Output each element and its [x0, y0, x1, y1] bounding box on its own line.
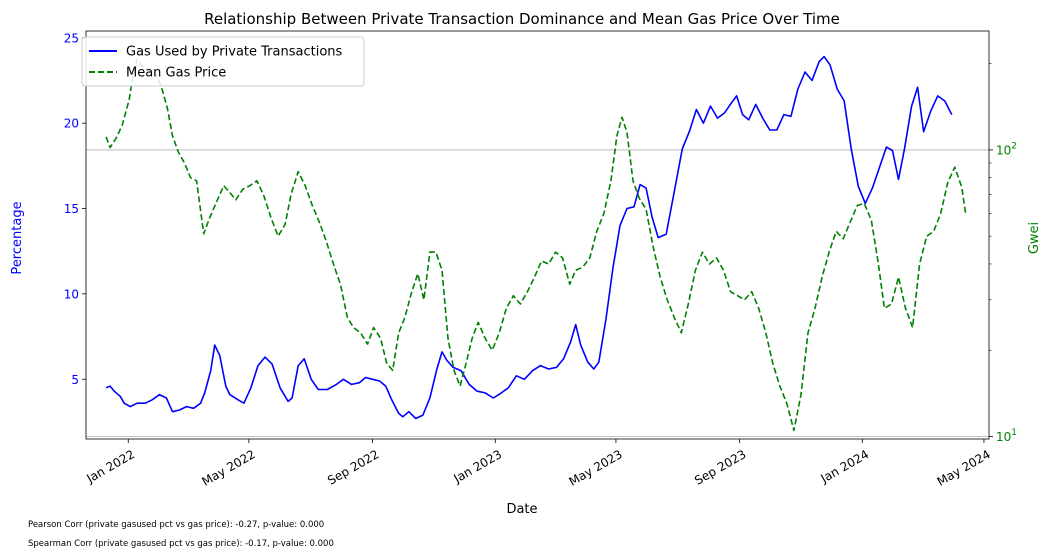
x-axis-label: Date [506, 502, 537, 517]
pearson-annotation: Pearson Corr (private gasused pct vs gas… [28, 520, 325, 530]
y-axis-right-label: Gwei [1027, 222, 1042, 254]
x-tick-label-0: Jan 2022 [83, 447, 137, 486]
y-right-tick-label-0: 101 [996, 428, 1017, 444]
y-axis-right: 101 102 [989, 63, 1017, 444]
legend-box [81, 36, 365, 87]
x-tick-label-5: Sep 2023 [692, 447, 748, 488]
grid-lines [86, 149, 989, 437]
series-line-mean-gas-price [105, 58, 967, 432]
x-axis: Jan 2022 May 2022 Sep 2022 Jan 2023 May 2023… [83, 439, 993, 489]
y-left-tick-label-2: 15 [64, 202, 79, 216]
y-axis-left: 5 10 15 20 25 [64, 31, 86, 387]
x-tick-label-1: May 2022 [200, 447, 258, 489]
y-left-tick-label-3: 20 [64, 117, 79, 131]
plot-frame [85, 30, 990, 440]
x-tick-label-4: May 2023 [567, 447, 625, 489]
spearman-annotation: Spearman Corr (private gasused pct vs ga… [28, 539, 334, 549]
legend: Gas Used by Private Transactions Mean Ga… [81, 36, 365, 87]
y-left-tick-label-1: 10 [64, 287, 79, 301]
y-axis-left-label: Percentage [10, 201, 25, 274]
y-right-tick-label-1: 102 [996, 141, 1017, 157]
series-line-private-gas-used [105, 55, 953, 420]
legend-label-gas: Mean Gas Price [126, 66, 226, 81]
x-tick-label-3: Jan 2023 [451, 447, 505, 486]
chart-title: Relationship Between Private Transaction… [204, 10, 840, 28]
legend-label-private: Gas Used by Private Transactions [126, 45, 343, 60]
series-layer [105, 55, 967, 432]
x-tick-label-6: Jan 2024 [818, 447, 872, 486]
x-tick-label-2: Sep 2022 [325, 447, 381, 488]
x-tick-label-7: May 2024 [935, 447, 993, 489]
y-left-tick-label-4: 25 [64, 31, 79, 45]
y-left-tick-label-0: 5 [71, 373, 79, 387]
